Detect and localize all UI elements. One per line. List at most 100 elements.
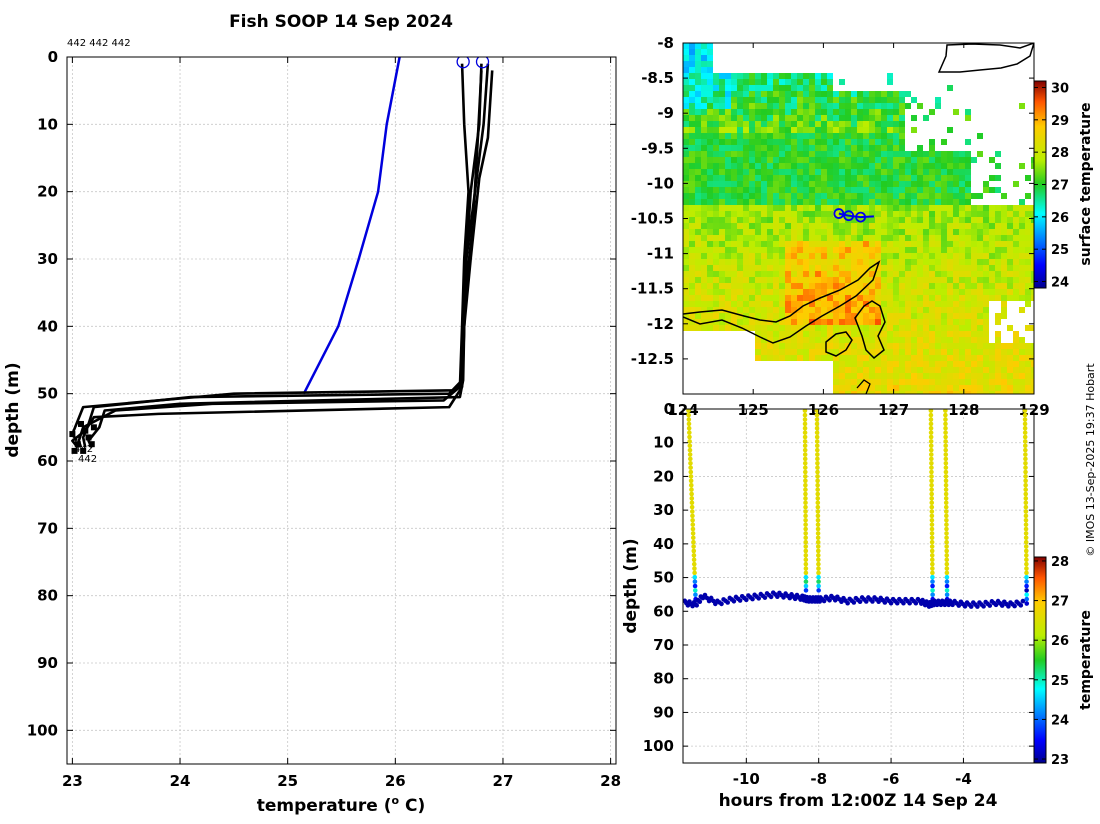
bottom-point [863,599,869,604]
sst-cell [743,133,749,139]
cast-point [943,409,948,413]
sst-cell [965,223,971,229]
sst-cell [821,313,827,319]
sst-cell [779,355,785,361]
sst-cell [719,289,725,295]
sst-cell [833,181,839,187]
cast-point [943,460,949,466]
sst-cell [785,73,791,79]
sst-cell [791,283,797,289]
sst-cell [905,91,911,97]
sst-cell [953,235,959,241]
sst-cell [791,199,797,205]
sst-cell [857,265,863,271]
sst-cell [881,91,887,97]
sst-cell [881,307,887,313]
bottom-point [857,599,863,605]
sst-cell [923,199,929,205]
sst-cell [821,229,827,235]
x-tick-label: 24 [170,772,191,790]
cast-point [1024,574,1029,580]
sst-cell [881,157,887,163]
sst-cell [779,163,785,169]
sst-cell [755,247,761,253]
sst-cell [941,319,947,325]
sst-cell [809,121,815,127]
sst-cell [683,103,689,109]
sst-cell [905,157,911,163]
sst-cell [863,241,869,247]
sst-cell [857,211,863,217]
sst-cell [983,373,989,379]
sst-cell [743,235,749,241]
sst-cell [1025,205,1031,211]
sst-cell [893,205,899,211]
sst-cell [1031,373,1034,379]
sst-cell [839,139,845,145]
sst-cell [779,253,785,259]
sst-cell [971,259,977,265]
cast-point [1024,566,1029,571]
sst-cell [869,331,875,337]
sst-cell [875,211,881,217]
sst-cell [683,115,689,121]
sst-cell [875,91,881,97]
sst-cell [785,331,791,337]
sst-cell [767,241,773,247]
cast-point [803,570,809,576]
sst-cell [797,307,803,313]
sst-cell [767,325,773,331]
sst-cell [941,313,947,319]
sst-cell [893,385,899,391]
sst-cell [827,187,833,193]
sst-cell [791,139,797,145]
sst-cell [701,91,707,97]
sst-cell [893,325,899,331]
sst-cell [773,73,779,79]
sst-cell [839,277,845,283]
sst-cell [815,271,821,277]
sst-cell [881,337,887,343]
sst-cell [821,157,827,163]
sst-cell [701,49,707,55]
sst-cell [899,229,905,235]
cast-point [803,504,808,510]
cast-point [815,482,820,488]
sst-cell [869,337,875,343]
sst-cell [755,271,761,277]
sst-cell [749,181,755,187]
y-tick-label: 70 [37,519,58,537]
sst-cell [971,349,977,355]
sst-cell [893,253,899,259]
cast-point [689,509,695,514]
sst-cell [869,199,875,205]
sst-cell [773,157,779,163]
sst-cell [749,301,755,307]
sst-cell [815,121,821,127]
sst-cell [893,193,899,199]
watermark: © IMOS 13-Sep-2025 19:37 Hobart [1084,363,1097,557]
sst-cell [1025,391,1031,394]
sst-cell [977,193,983,199]
cast-point [687,439,692,444]
sst-cell [1013,289,1019,295]
cast-point [803,491,808,497]
sst-cell [863,157,869,163]
sst-cell [929,319,935,325]
sst-cell [875,199,881,205]
sst-cell [893,133,899,139]
sst-cell [755,127,761,133]
sst-cell [767,349,773,355]
sst-cell [869,289,875,295]
sst-cell [851,187,857,193]
sst-cell [851,121,857,127]
sst-cell [929,181,935,187]
sst-cell [881,211,887,217]
sst-cell [695,271,701,277]
sst-cell [893,355,899,361]
sst-cell [869,361,875,367]
sst-cell [875,247,881,253]
sst-cell [773,163,779,169]
sst-cell [737,235,743,241]
